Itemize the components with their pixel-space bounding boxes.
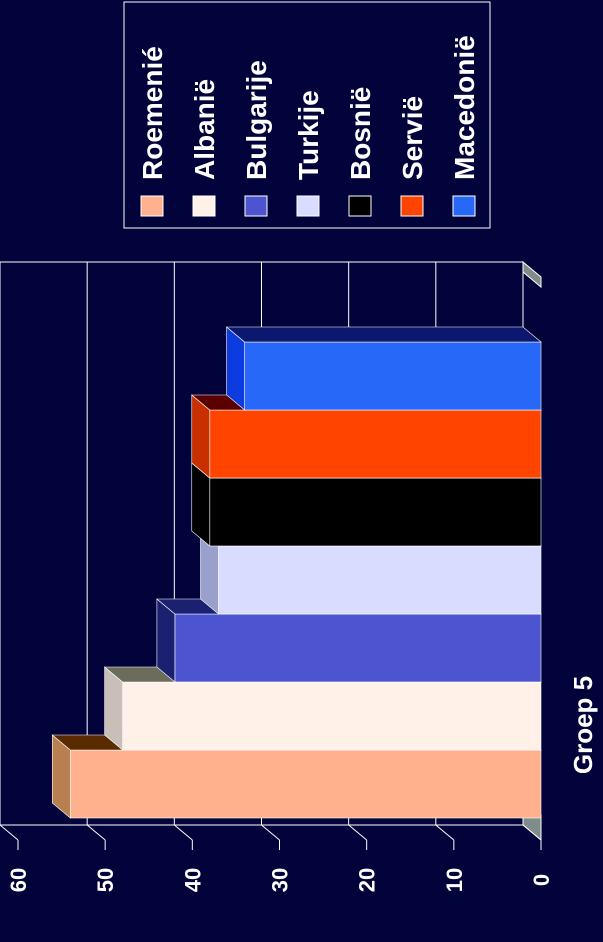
legend-label: Turkije — [293, 90, 324, 180]
floor-back — [522, 260, 542, 289]
legend-label: Bosnië — [345, 87, 376, 180]
bar-top-face — [225, 326, 542, 343]
legend-label: Macedonië — [449, 35, 480, 180]
bar — [122, 681, 542, 751]
legend-label: Bulgarije — [241, 60, 272, 180]
legend-swatch — [192, 195, 216, 217]
y-tick-label: 30 — [268, 868, 293, 892]
legend-swatch — [140, 195, 164, 217]
legend-swatch — [244, 195, 268, 217]
y-tick-label: 0 — [529, 874, 554, 886]
bar — [209, 409, 542, 479]
y-tick-label: 40 — [180, 868, 205, 892]
y-tick-label: 20 — [355, 868, 380, 892]
category-label: Groep 5 — [568, 676, 598, 774]
axis-ticks: 0 10 20 30 40 50 60 — [6, 840, 554, 892]
gridline-depth — [348, 824, 367, 841]
bar — [218, 545, 542, 615]
y-tick-label: 10 — [442, 868, 467, 892]
y-tick-label: 50 — [93, 868, 118, 892]
legend-swatch — [296, 195, 320, 217]
legend: Roemenié Albanië Bulgarije Turkije Bosnië Ser… — [123, 1, 491, 229]
legend-label: Roemenié — [137, 46, 168, 180]
bar — [244, 341, 542, 411]
y-tick-label: 60 — [6, 868, 31, 892]
bar — [70, 749, 542, 819]
legend-label: Servië — [397, 96, 428, 180]
gridline-depth — [0, 824, 19, 841]
gridline-depth — [86, 824, 106, 841]
legend-swatch — [348, 195, 372, 217]
gridline-depth — [261, 824, 280, 841]
gridline-depth — [522, 824, 542, 841]
legend-label: Albanië — [189, 79, 220, 180]
gridline-depth — [174, 824, 193, 841]
gridline-depth — [435, 824, 455, 841]
bars — [51, 326, 542, 819]
legend-swatch — [400, 195, 424, 217]
legend-swatch — [452, 195, 476, 217]
legend-box — [123, 1, 491, 229]
bar — [174, 613, 542, 683]
bar — [209, 477, 542, 547]
